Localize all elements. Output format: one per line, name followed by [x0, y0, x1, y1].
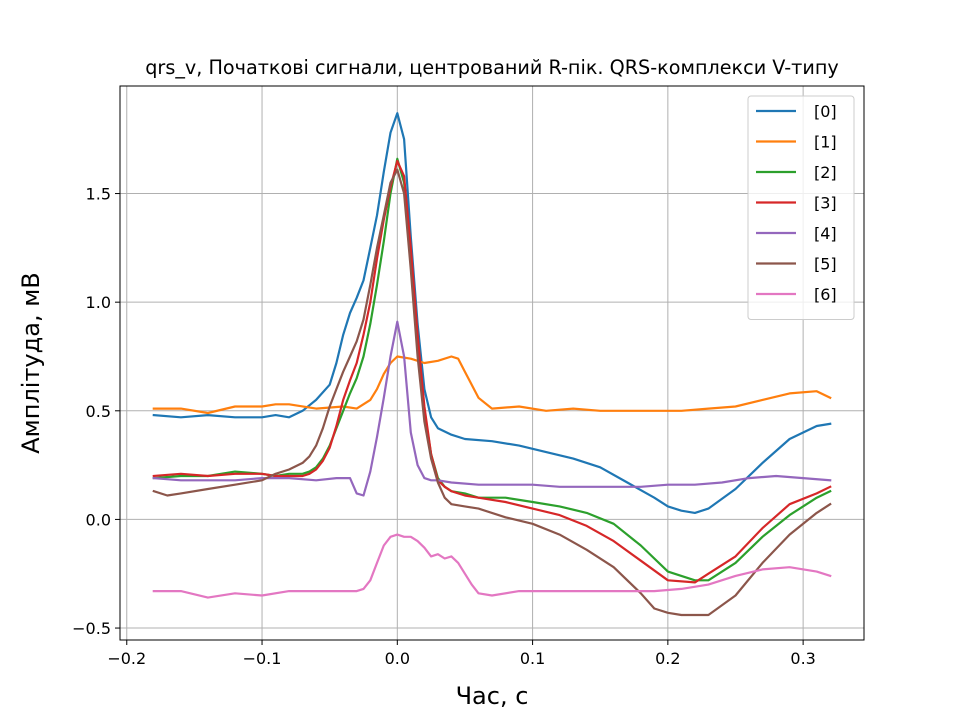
legend-label-1: [1] — [814, 133, 837, 152]
series-line-1 — [152, 355, 832, 415]
legend-label-0: [0] — [814, 102, 837, 121]
x-tick-label: 0.0 — [385, 649, 410, 668]
series-line-4 — [152, 320, 832, 497]
y-tick-label: 0.5 — [86, 402, 111, 421]
legend-box — [747, 95, 855, 320]
y-tick-label: 0.0 — [86, 510, 111, 529]
legend-label-2: [2] — [814, 163, 837, 182]
y-axis-label: Амплітуда, мВ — [17, 272, 45, 454]
legend: [0] [1] [2] [3] [4] [5] [6] — [747, 95, 855, 320]
x-tick-label: −0.1 — [243, 649, 282, 668]
x-tick-label: 0.2 — [655, 649, 680, 668]
legend-label-4: [4] — [814, 224, 837, 243]
plot-frame — [119, 85, 865, 641]
legend-label-6: [6] — [814, 285, 837, 304]
plot-area — [120, 86, 864, 640]
legend-label-5: [5] — [814, 255, 837, 274]
y-tick-label: 1.0 — [86, 293, 111, 312]
y-tick-label: −0.5 — [72, 619, 111, 638]
series-layer — [152, 112, 832, 617]
series-line-5 — [152, 168, 832, 617]
series-line-3 — [152, 159, 832, 584]
tick-layer: −0.2 −0.1 0.0 0.1 0.2 0.3 −0.5 0.0 0.5 1.0 1.5 — [72, 185, 816, 668]
x-tick-label: 0.3 — [790, 649, 815, 668]
x-tick-label: −0.2 — [107, 649, 146, 668]
x-axis-label: Час, с — [456, 682, 529, 710]
chart-title: qrs_v, Початкові сигнали, центрований R-… — [145, 56, 839, 79]
series-line-6 — [152, 533, 832, 599]
y-tick-label: 1.5 — [86, 185, 111, 204]
x-tick-label: 0.1 — [520, 649, 545, 668]
legend-label-3: [3] — [814, 194, 837, 213]
